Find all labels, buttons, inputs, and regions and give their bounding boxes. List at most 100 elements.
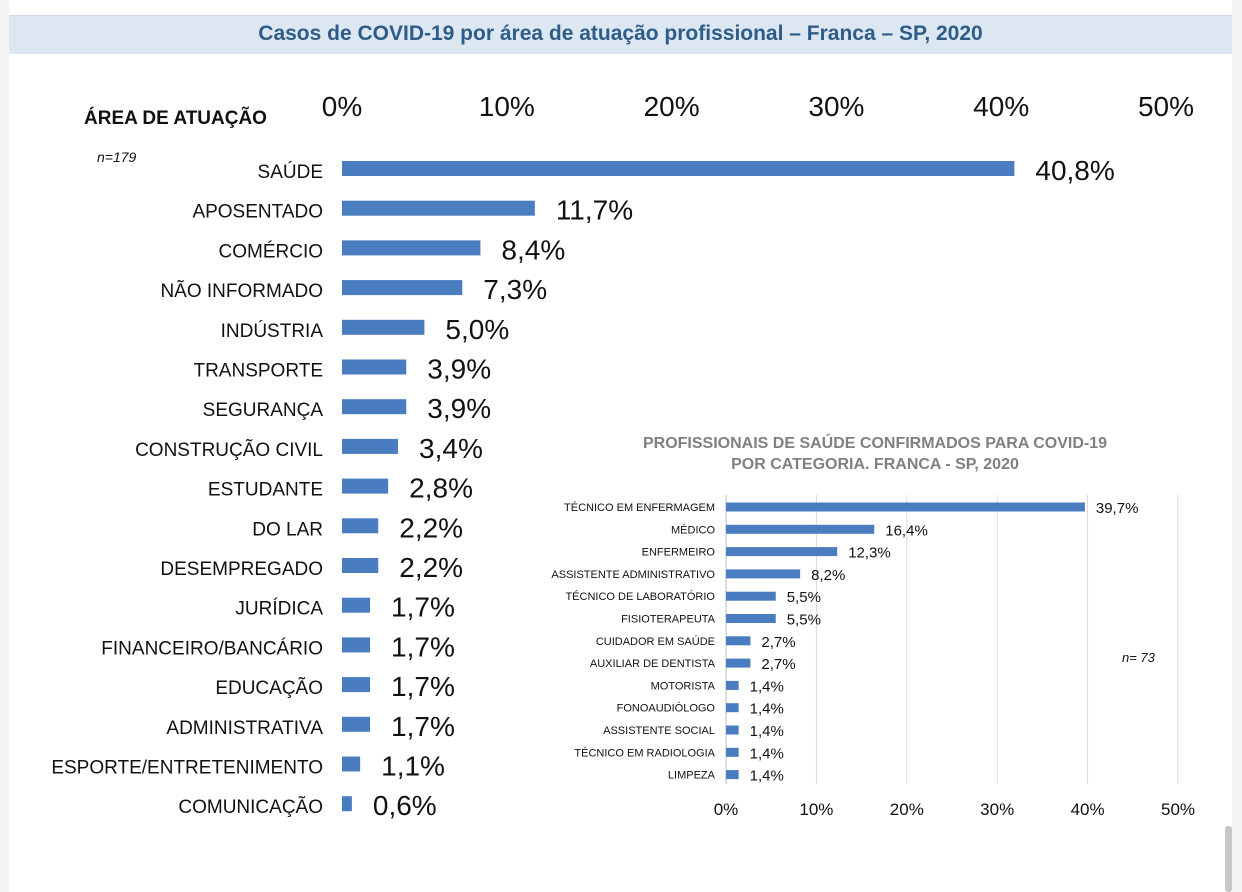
inset-bar — [726, 703, 739, 713]
category-header: ÁREA DE ATUAÇÃO — [84, 107, 267, 129]
inset-data-label: 2,7% — [761, 634, 795, 651]
x-tick-label: 20% — [644, 91, 700, 122]
window-frame-left — [0, 0, 9, 892]
inset-category-label: CUIDADOR EM SAÚDE — [596, 635, 715, 648]
inset-bar — [726, 591, 776, 601]
scrollbar-thumb[interactable] — [1225, 826, 1232, 892]
inset-category-label: TÉCNICO EM ENFERMAGEM — [564, 501, 715, 514]
inset-data-label: 5,5% — [787, 612, 821, 629]
inset-x-tick-label: 20% — [890, 800, 924, 819]
inset-data-label: 1,4% — [750, 678, 784, 695]
inset-category-label: FONOAUDIÓLOGO — [617, 702, 716, 715]
inset-data-label: 2,7% — [761, 656, 795, 673]
inset-data-label: 39,7% — [1096, 500, 1139, 517]
inset-category-label: MÉDICO — [671, 523, 715, 536]
bar — [342, 280, 463, 296]
inset-bar — [726, 502, 1085, 512]
inset-category-label: ENFERMEIRO — [642, 547, 716, 559]
bar — [342, 399, 407, 415]
sample-size-label: n=179 — [97, 149, 137, 165]
inset-data-label: 1,4% — [750, 723, 784, 740]
data-label: 1,7% — [391, 631, 455, 662]
category-label: NÃO INFORMADO — [160, 280, 323, 302]
inset-bar — [726, 524, 875, 534]
data-label: 2,8% — [409, 473, 473, 504]
inset-x-tick-label: 0% — [714, 800, 739, 819]
inset-category-label: FISIOTERAPEUTA — [621, 614, 716, 626]
bar — [342, 518, 379, 534]
inset-bar — [726, 614, 776, 623]
data-label: 40,8% — [1035, 155, 1114, 186]
x-tick-label: 40% — [973, 91, 1029, 122]
title-bar: Casos de COVID-19 por área de atuação pr… — [9, 15, 1232, 54]
inset-category-label: TÉCNICO DE LABORATÓRIO — [565, 590, 715, 603]
inset-data-label: 1,4% — [750, 701, 784, 718]
data-label: 5,0% — [445, 314, 509, 345]
bar — [342, 359, 407, 375]
category-label: ADMINISTRATIVA — [166, 718, 323, 739]
bar — [342, 756, 361, 772]
category-label: APOSENTADO — [192, 202, 323, 223]
category-label: SAÚDE — [258, 161, 323, 183]
inset-bar — [726, 725, 739, 735]
data-label: 2,2% — [399, 512, 463, 543]
inset-data-label: 16,4% — [885, 522, 928, 539]
inset-x-tick-label: 40% — [1071, 800, 1105, 819]
bar — [342, 200, 535, 216]
bar — [342, 677, 371, 693]
inset-bar — [726, 658, 751, 668]
bar — [342, 637, 371, 653]
bar — [342, 240, 481, 256]
inset-data-label: 1,4% — [750, 768, 784, 785]
data-label: 3,9% — [427, 354, 491, 385]
data-label: 3,4% — [419, 433, 483, 464]
category-label: INDÚSTRIA — [221, 320, 324, 342]
inset-bar — [726, 636, 751, 646]
inset-bar — [726, 747, 739, 757]
bar — [342, 796, 352, 812]
x-tick-label: 50% — [1138, 91, 1194, 122]
category-label: EDUCAÇÃO — [215, 677, 323, 699]
inset-category-label: AUXILIAR DE DENTISTA — [590, 658, 716, 670]
category-label: SEGURANÇA — [203, 400, 324, 421]
inset-title-line-2: POR CATEGORIA. FRANCA - SP, 2020 — [731, 456, 1019, 473]
inset-category-label: MOTORISTA — [651, 680, 716, 692]
category-label: COMÉRCIO — [219, 241, 324, 262]
category-label: ESTUDANTE — [208, 480, 323, 501]
inset-x-tick-label: 10% — [799, 800, 833, 819]
data-label: 8,4% — [501, 234, 565, 265]
inset-title-line-1: PROFISSIONAIS DE SAÚDE CONFIRMADOS PARA … — [643, 433, 1107, 452]
inset-data-label: 5,5% — [787, 589, 821, 606]
page-title: Casos de COVID-19 por área de atuação pr… — [258, 22, 983, 45]
data-label: 0,6% — [373, 790, 437, 821]
data-label: 3,9% — [427, 393, 491, 424]
inset-category-label: TÉCNICO EM RADIOLOGIA — [574, 746, 715, 759]
category-label: ESPORTE/ENTRETENIMENTO — [51, 758, 323, 779]
data-label: 1,7% — [391, 711, 455, 742]
category-label: FINANCEIRO/BANCÁRIO — [101, 638, 323, 659]
category-label: TRANSPORTE — [193, 361, 323, 382]
data-label: 1,7% — [391, 592, 455, 623]
inset-x-tick-label: 30% — [980, 800, 1014, 819]
category-label: COMUNICAÇÃO — [178, 796, 323, 818]
inset-data-label: 8,2% — [811, 567, 845, 584]
x-tick-label: 0% — [322, 91, 362, 122]
bar — [342, 438, 399, 454]
inset-bar — [726, 680, 739, 690]
bar — [342, 319, 425, 335]
inset-sample-size-label: n= 73 — [1122, 650, 1156, 665]
category-label: DO LAR — [252, 519, 323, 540]
inset-data-label: 1,4% — [750, 745, 784, 762]
data-label: 11,7% — [556, 195, 633, 226]
data-label: 2,2% — [399, 552, 463, 583]
inset-bar — [726, 547, 838, 557]
window-frame-right — [1232, 0, 1242, 892]
data-label: 1,7% — [391, 671, 455, 702]
inset-category-label: ASSISTENTE SOCIAL — [603, 725, 715, 737]
bar — [342, 597, 371, 613]
bar — [342, 161, 1015, 176]
data-label: 7,3% — [483, 274, 547, 305]
bar — [342, 716, 371, 732]
